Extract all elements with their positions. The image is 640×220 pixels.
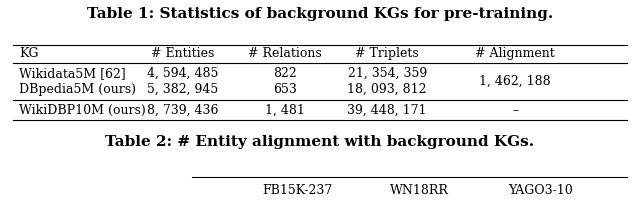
Text: 5, 382, 945: 5, 382, 945 [147, 82, 218, 96]
Text: YAGO3-10: YAGO3-10 [508, 184, 573, 197]
Text: 8, 739, 436: 8, 739, 436 [147, 104, 218, 117]
Text: KG: KG [19, 47, 38, 60]
Text: Wikidata5M [62]: Wikidata5M [62] [19, 67, 126, 80]
Text: WikiDBP10M (ours): WikiDBP10M (ours) [19, 104, 146, 117]
Text: –: – [512, 104, 518, 117]
Text: 653: 653 [273, 82, 297, 96]
Text: # Alignment: # Alignment [476, 47, 555, 60]
Text: Table 1: Statistics of background KGs for pre-training.: Table 1: Statistics of background KGs fo… [87, 7, 553, 21]
Text: 4, 594, 485: 4, 594, 485 [147, 67, 218, 80]
Text: # Triplets: # Triplets [355, 47, 419, 60]
Text: DBpedia5M (ours): DBpedia5M (ours) [19, 82, 136, 96]
Text: WN18RR: WN18RR [390, 184, 449, 197]
Text: 822: 822 [273, 67, 297, 80]
Text: FB15K-237: FB15K-237 [262, 184, 333, 197]
Text: Table 2: # Entity alignment with background KGs.: Table 2: # Entity alignment with backgro… [106, 135, 534, 149]
Text: # Entities: # Entities [150, 47, 214, 60]
Text: 39, 448, 171: 39, 448, 171 [348, 104, 427, 117]
Text: 1, 462, 188: 1, 462, 188 [479, 75, 551, 88]
Text: 18, 093, 812: 18, 093, 812 [348, 82, 427, 96]
Text: # Relations: # Relations [248, 47, 322, 60]
Text: 1, 481: 1, 481 [265, 104, 305, 117]
Text: 21, 354, 359: 21, 354, 359 [348, 67, 427, 80]
